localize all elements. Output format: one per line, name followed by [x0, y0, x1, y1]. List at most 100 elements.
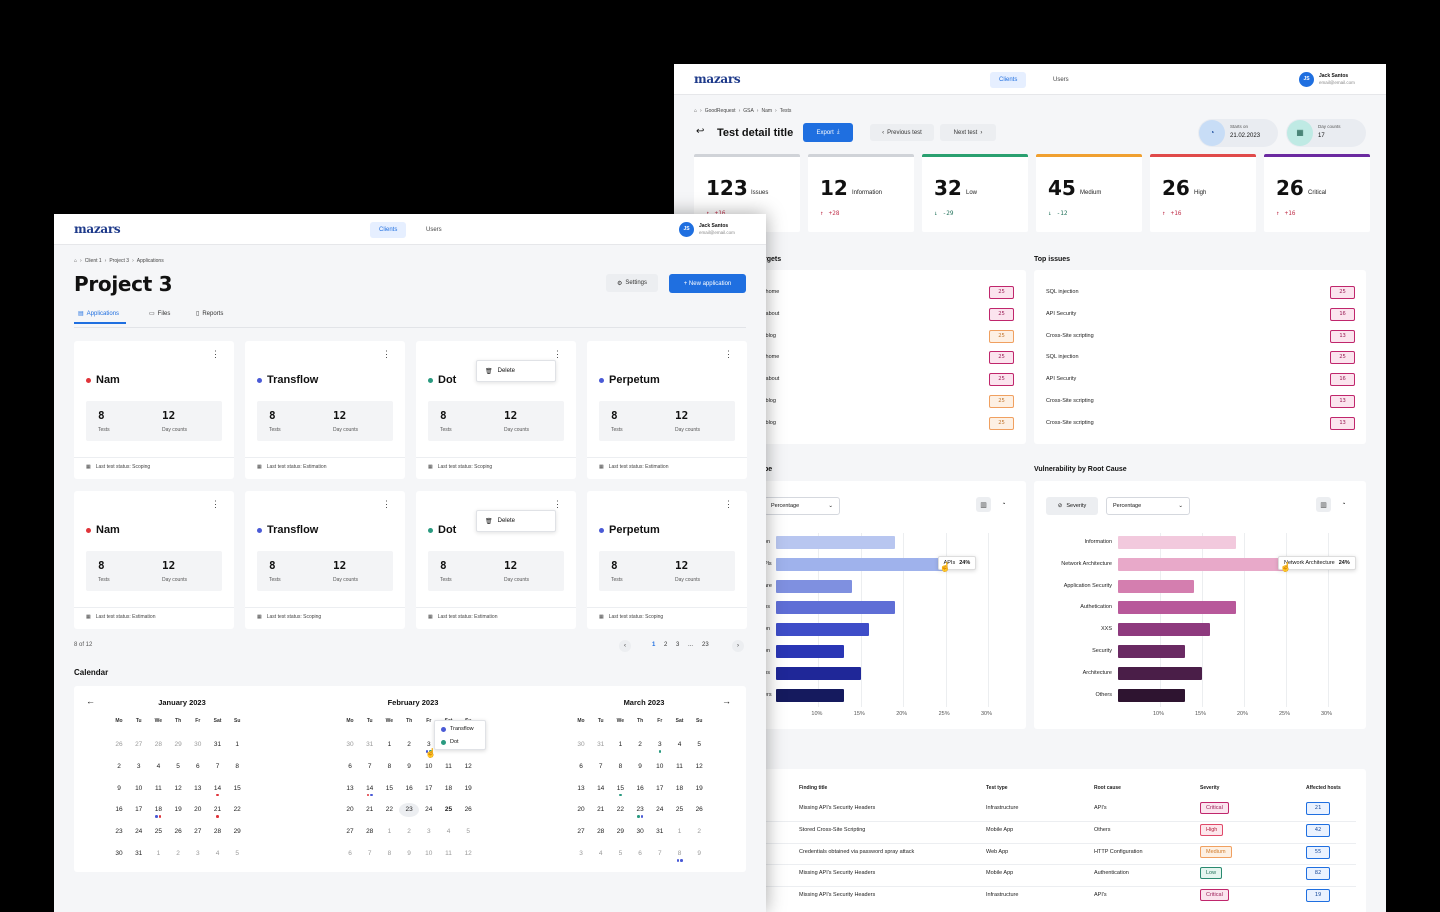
calendar-day[interactable]: 1	[156, 850, 161, 857]
calendar-day[interactable]: 5	[176, 762, 180, 770]
page-link[interactable]: 23	[702, 642, 709, 648]
calendar-day[interactable]: 19	[695, 784, 703, 792]
calendar-day[interactable]: 25	[675, 806, 684, 814]
calendar-day[interactable]: 7	[367, 850, 372, 857]
calendar-day[interactable]: 11	[445, 850, 452, 857]
calendar-day[interactable]: 1	[618, 741, 623, 748]
calendar-day[interactable]: 23	[636, 806, 644, 814]
calendar-day[interactable]: 24	[656, 806, 664, 814]
calendar-day[interactable]: 28	[154, 741, 162, 748]
calendar-day[interactable]: 22	[233, 806, 241, 814]
calendar-day[interactable]: 3	[195, 850, 200, 857]
bar-chart-icon[interactable]: ▥	[1316, 497, 1331, 512]
calendar-day[interactable]: 11	[676, 762, 683, 770]
application-card[interactable]: ⋮ Nam 8 Tests 12 Day counts ▦ Last test status:…	[74, 341, 234, 479]
calendar-day[interactable]: 31	[656, 828, 664, 836]
calendar-day[interactable]: 14	[366, 784, 374, 792]
delete-menu[interactable]: 🗑 Delete	[476, 510, 556, 532]
more-options-icon[interactable]: ⋮	[553, 349, 562, 359]
calendar-day[interactable]: 30	[636, 828, 644, 836]
calendar-day[interactable]: 25	[444, 806, 453, 814]
more-options-icon[interactable]: ⋮	[211, 349, 220, 359]
calendar-day[interactable]: 17	[656, 784, 664, 792]
calendar-day[interactable]: 5	[618, 850, 623, 857]
application-card[interactable]: ⋮ Perpetum 8 Tests 12 Day counts ▦ Last test st…	[587, 341, 747, 479]
home-icon[interactable]: ⌂	[694, 108, 698, 114]
calendar-day[interactable]: 15	[233, 784, 241, 792]
calendar-day[interactable]: 5	[466, 828, 470, 836]
calendar-day[interactable]: 22	[385, 806, 393, 814]
breadcrumb-item[interactable]: Nam	[761, 108, 773, 114]
calendar-day[interactable]: 8	[677, 850, 682, 857]
application-card[interactable]: ⋮ Transflow 8 Tests 12 Day counts ▦ Last test s…	[245, 341, 405, 479]
calendar-day[interactable]: 2	[407, 741, 411, 748]
more-options-icon[interactable]: ⋮	[382, 349, 391, 359]
bar[interactable]	[776, 623, 870, 637]
finding-title[interactable]: Missing API's Security Headers	[799, 870, 876, 877]
chevron-right-icon[interactable]: ›	[732, 640, 744, 652]
calendar-day[interactable]: 12	[464, 850, 472, 857]
bar[interactable]	[776, 688, 844, 702]
calendar-day[interactable]: 20	[194, 806, 202, 814]
settings-button[interactable]: ⚙ Settings	[606, 274, 658, 292]
calendar-day[interactable]: 2	[117, 762, 121, 770]
calendar-day[interactable]: 23	[115, 828, 123, 836]
calendar-day[interactable]: 2	[697, 828, 701, 836]
severity-toggle[interactable]: ⊘ Severity	[1046, 497, 1098, 515]
stat-card[interactable]: 12 Information ↑ +28	[808, 154, 914, 232]
calendar-day[interactable]: 4	[598, 850, 603, 857]
calendar-day[interactable]: 30	[577, 741, 585, 748]
bar[interactable]	[1118, 623, 1211, 637]
calendar-day[interactable]: 3	[426, 741, 431, 748]
calendar-day[interactable]: 18	[444, 784, 453, 792]
finding-title[interactable]: Stored Cross-Site Scripting	[799, 826, 866, 833]
calendar-day[interactable]: 26	[174, 828, 182, 836]
breadcrumb-item[interactable]: Project 3	[109, 258, 130, 264]
calendar-day[interactable]: 24	[135, 828, 143, 836]
calendar-day[interactable]: 5	[697, 741, 701, 748]
tab-reports[interactable]: ▯ Reports	[196, 310, 224, 318]
calendar-day[interactable]: 13	[346, 784, 354, 792]
calendar-day[interactable]: 8	[618, 762, 623, 770]
calendar-day[interactable]: 29	[616, 828, 624, 836]
application-card[interactable]: ⋮ Dot 8 Tests 12 Day counts ▦ Last test status:…	[416, 341, 576, 479]
delete-menu[interactable]: 🗑 Delete	[476, 360, 556, 382]
page-link[interactable]: 3	[676, 642, 680, 648]
bar[interactable]	[776, 645, 844, 658]
breadcrumb-item[interactable]: GSA	[743, 108, 754, 114]
calendar-day[interactable]: 16	[405, 784, 413, 792]
bar[interactable]	[776, 557, 946, 571]
calendar-day[interactable]: 6	[195, 762, 200, 770]
calendar-day[interactable]: 29	[233, 828, 241, 836]
calendar-day[interactable]: 9	[638, 762, 642, 770]
bar-chart-icon[interactable]: ▥	[976, 497, 991, 512]
previous-test-button[interactable]: ‹ Previous test	[870, 124, 934, 141]
calendar-day[interactable]: 22	[616, 806, 624, 814]
calendar-day[interactable]: 31	[135, 850, 143, 857]
calendar-day[interactable]: 31	[213, 741, 222, 748]
calendar-day[interactable]: 6	[579, 762, 583, 770]
event-item[interactable]: Transflow	[441, 726, 474, 732]
calendar-day[interactable]: 26	[464, 806, 472, 814]
calendar-day[interactable]: 4	[677, 741, 682, 748]
calendar-day[interactable]: 18	[675, 784, 684, 792]
stat-card[interactable]: 26 High ↑ +16	[1150, 154, 1256, 232]
calendar-day[interactable]: 1	[387, 828, 392, 836]
calendar-day[interactable]: 6	[348, 762, 352, 770]
bar[interactable]	[1118, 557, 1286, 571]
nav-users[interactable]: Users	[426, 227, 442, 233]
calendar-day[interactable]: 12	[695, 762, 703, 770]
calendar-day[interactable]: 7	[367, 762, 372, 770]
calendar-day[interactable]: 9	[407, 762, 411, 770]
calendar-day[interactable]: 30	[115, 850, 123, 857]
back-arrow-icon[interactable]: ↩	[696, 126, 705, 137]
calendar-day[interactable]: 6	[638, 850, 642, 857]
calendar-day[interactable]: 2	[407, 828, 411, 836]
application-card[interactable]: ⋮ Transflow 8 Tests 12 Day counts ▦ Last test s…	[245, 491, 405, 629]
more-options-icon[interactable]: ⋮	[724, 499, 733, 509]
chevron-left-icon[interactable]: ‹	[619, 640, 631, 652]
more-options-icon[interactable]: ⋮	[724, 349, 733, 359]
calendar-day[interactable]: 1	[235, 741, 239, 748]
calendar-day[interactable]: 18	[154, 806, 162, 814]
calendar-day[interactable]: 19	[464, 784, 472, 792]
